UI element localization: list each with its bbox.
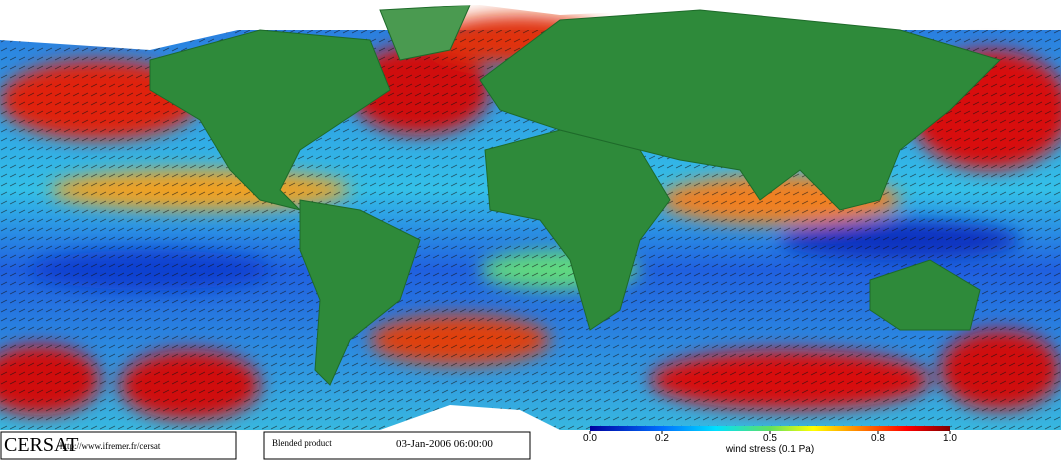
colorbar-tick-label: 1.0 (943, 433, 957, 444)
colorbar-tick-label: 0.0 (583, 433, 597, 444)
logo: CERSAT (4, 434, 78, 456)
date: 03-Jan-2006 06:00:00 (396, 438, 493, 450)
colorbar (590, 426, 950, 431)
ice (0, 0, 1061, 430)
colorbar-tick-label: 0.8 (871, 433, 885, 444)
logo-box (0, 431, 237, 460)
colorbar-label: wind stress (0.1 Pa) (725, 444, 814, 455)
url: http://www.ifremer.fr/cersat (60, 441, 161, 451)
product: Blended product (272, 438, 332, 448)
colorbar-tick-label: 0.5 (763, 433, 777, 444)
colorbar-tick-label: 0.2 (655, 433, 669, 444)
product-box (263, 431, 531, 460)
land (149, 4, 1001, 386)
